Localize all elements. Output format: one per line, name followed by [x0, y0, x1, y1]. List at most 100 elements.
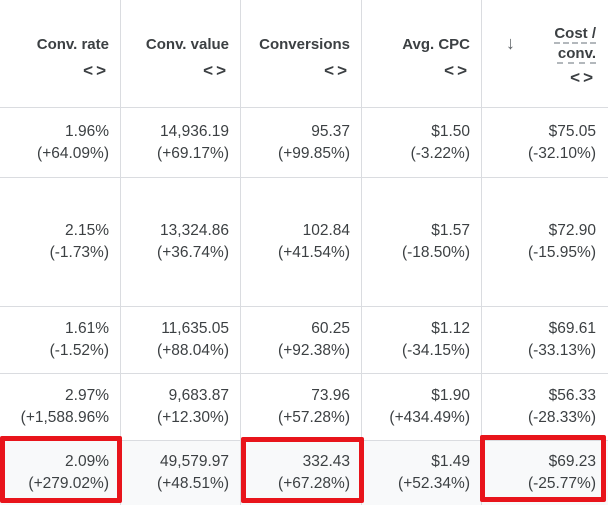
- cell-value: 13,324.86: [160, 221, 229, 239]
- total-cell: 2.09% (+279.02%): [0, 440, 121, 505]
- total-cell: 332.43 (+67.28%): [241, 440, 362, 505]
- cell-value: 49,579.97: [160, 452, 229, 470]
- column-divider: [241, 0, 362, 505]
- code-icon[interactable]: <>: [83, 61, 109, 80]
- header-conversions[interactable]: Conversions <>: [241, 0, 362, 108]
- row-divider: [0, 306, 608, 307]
- cell-value: $75.05: [548, 122, 596, 140]
- cell-change: (+279.02%): [28, 474, 109, 492]
- table-cell: 102.84 (+41.54%): [241, 177, 362, 306]
- cell-change: (+1,588.96%: [20, 408, 109, 426]
- cell-change: (+48.51%): [157, 474, 229, 492]
- cell-value: 2.09%: [65, 452, 109, 470]
- table-cell: $1.12 (-34.15%): [362, 306, 482, 373]
- cell-change: (+57.28%): [278, 408, 350, 426]
- cell-change: (+64.09%): [37, 144, 109, 162]
- table-cell: $75.05 (-32.10%): [482, 108, 608, 177]
- cell-value: 11,635.05: [161, 319, 229, 337]
- cell-value: 332.43: [302, 452, 350, 470]
- cell-value: $1.90: [431, 386, 470, 404]
- cell-change: (-18.50%): [401, 243, 470, 261]
- cell-value: $69.23: [548, 452, 596, 470]
- cell-change: (+12.30%): [157, 408, 229, 426]
- table-cell: 9,683.87 (+12.30%): [121, 373, 241, 440]
- total-cell: 49,579.97 (+48.51%): [121, 440, 241, 505]
- cell-change: (+36.74%): [157, 243, 229, 261]
- cell-value: $56.33: [548, 386, 596, 404]
- cell-change: (+92.38%): [278, 341, 350, 359]
- cell-value: $72.90: [548, 221, 596, 239]
- cell-change: (-3.22%): [410, 144, 470, 162]
- header-cost-per-conv[interactable]: ↓ Cost / conv. <>: [482, 0, 608, 108]
- table-cell: 11,635.05 (+88.04%): [121, 306, 241, 373]
- cell-value: $69.61: [548, 319, 596, 337]
- cell-change: (-1.73%): [49, 243, 109, 261]
- cell-value: $1.50: [431, 122, 470, 140]
- cell-value: 95.37: [311, 122, 350, 140]
- header-avg-cpc[interactable]: Avg. CPC <>: [362, 0, 482, 108]
- table-cell: $1.57 (-18.50%): [362, 177, 482, 306]
- table-cell: 2.97% (+1,588.96%: [0, 373, 121, 440]
- code-icon[interactable]: <>: [203, 61, 229, 80]
- cell-value: 73.96: [311, 386, 350, 404]
- code-icon[interactable]: <>: [570, 68, 596, 87]
- row-divider: [0, 373, 608, 374]
- arrow-down-icon[interactable]: ↓: [506, 33, 515, 53]
- column-divider: [362, 0, 482, 505]
- cell-change: (+41.54%): [278, 243, 350, 261]
- column-divider: [0, 0, 121, 505]
- cell-value: 1.61%: [65, 319, 109, 337]
- cell-change: (-32.10%): [527, 144, 596, 162]
- cell-value: 2.15%: [65, 221, 109, 239]
- cell-value: $1.57: [431, 221, 470, 239]
- header-label-line1[interactable]: Cost /: [554, 25, 596, 42]
- cell-change: (-28.33%): [527, 408, 596, 426]
- table-cell: 95.37 (+99.85%): [241, 108, 362, 177]
- cell-change: (+88.04%): [157, 341, 229, 359]
- table-cell: 13,324.86 (+36.74%): [121, 177, 241, 306]
- cell-change: (-25.77%): [527, 474, 596, 492]
- table-cell: 1.96% (+64.09%): [0, 108, 121, 177]
- cell-change: (+69.17%): [157, 144, 229, 162]
- total-cell: $1.49 (+52.34%): [362, 440, 482, 505]
- header-label[interactable]: Conv. rate: [36, 36, 109, 53]
- cell-change: (-1.52%): [49, 341, 109, 359]
- table-cell: $1.50 (-3.22%): [362, 108, 482, 177]
- cell-change: (+434.49%): [389, 408, 470, 426]
- table-cell: 60.25 (+92.38%): [241, 306, 362, 373]
- table-cell: $69.61 (-33.13%): [482, 306, 608, 373]
- table-cell: 2.15% (-1.73%): [0, 177, 121, 306]
- header-row: [0, 0, 608, 108]
- table-cell: 1.61% (-1.52%): [0, 306, 121, 373]
- total-cell: $69.23 (-25.77%): [482, 440, 608, 505]
- code-icon[interactable]: <>: [444, 61, 470, 80]
- cell-value: $1.49: [431, 452, 470, 470]
- cell-value: 102.84: [302, 221, 350, 239]
- column-divider: [121, 0, 241, 505]
- table-cell: $72.90 (-15.95%): [482, 177, 608, 306]
- header-conv-rate[interactable]: Conv. rate <>: [0, 0, 121, 108]
- cell-change: (-34.15%): [401, 341, 470, 359]
- cell-value: 2.97%: [65, 386, 109, 404]
- cell-value: $1.12: [431, 319, 470, 337]
- header-label[interactable]: Conv. value: [145, 36, 229, 53]
- table-cell: 73.96 (+57.28%): [241, 373, 362, 440]
- code-icon[interactable]: <>: [324, 61, 350, 80]
- cell-value: 9,683.87: [168, 386, 229, 404]
- cell-change: (-33.13%): [527, 341, 596, 359]
- header-label-line2[interactable]: conv.: [557, 45, 596, 62]
- header-conv-value[interactable]: Conv. value <>: [121, 0, 241, 108]
- cell-change: (-15.95%): [527, 243, 596, 261]
- table-cell: 14,936.19 (+69.17%): [121, 108, 241, 177]
- total-row-background: [0, 440, 608, 505]
- cell-change: (+99.85%): [278, 144, 350, 162]
- header-label[interactable]: Conversions: [259, 36, 350, 53]
- table-cell: $1.90 (+434.49%): [362, 373, 482, 440]
- table-cell: $56.33 (-28.33%): [482, 373, 608, 440]
- header-label[interactable]: Cost / conv.: [554, 24, 596, 64]
- cell-value: 14,936.19: [160, 122, 229, 140]
- cell-change: (+67.28%): [278, 474, 350, 492]
- cell-value: 60.25: [311, 319, 350, 337]
- header-label[interactable]: Avg. CPC: [402, 36, 470, 53]
